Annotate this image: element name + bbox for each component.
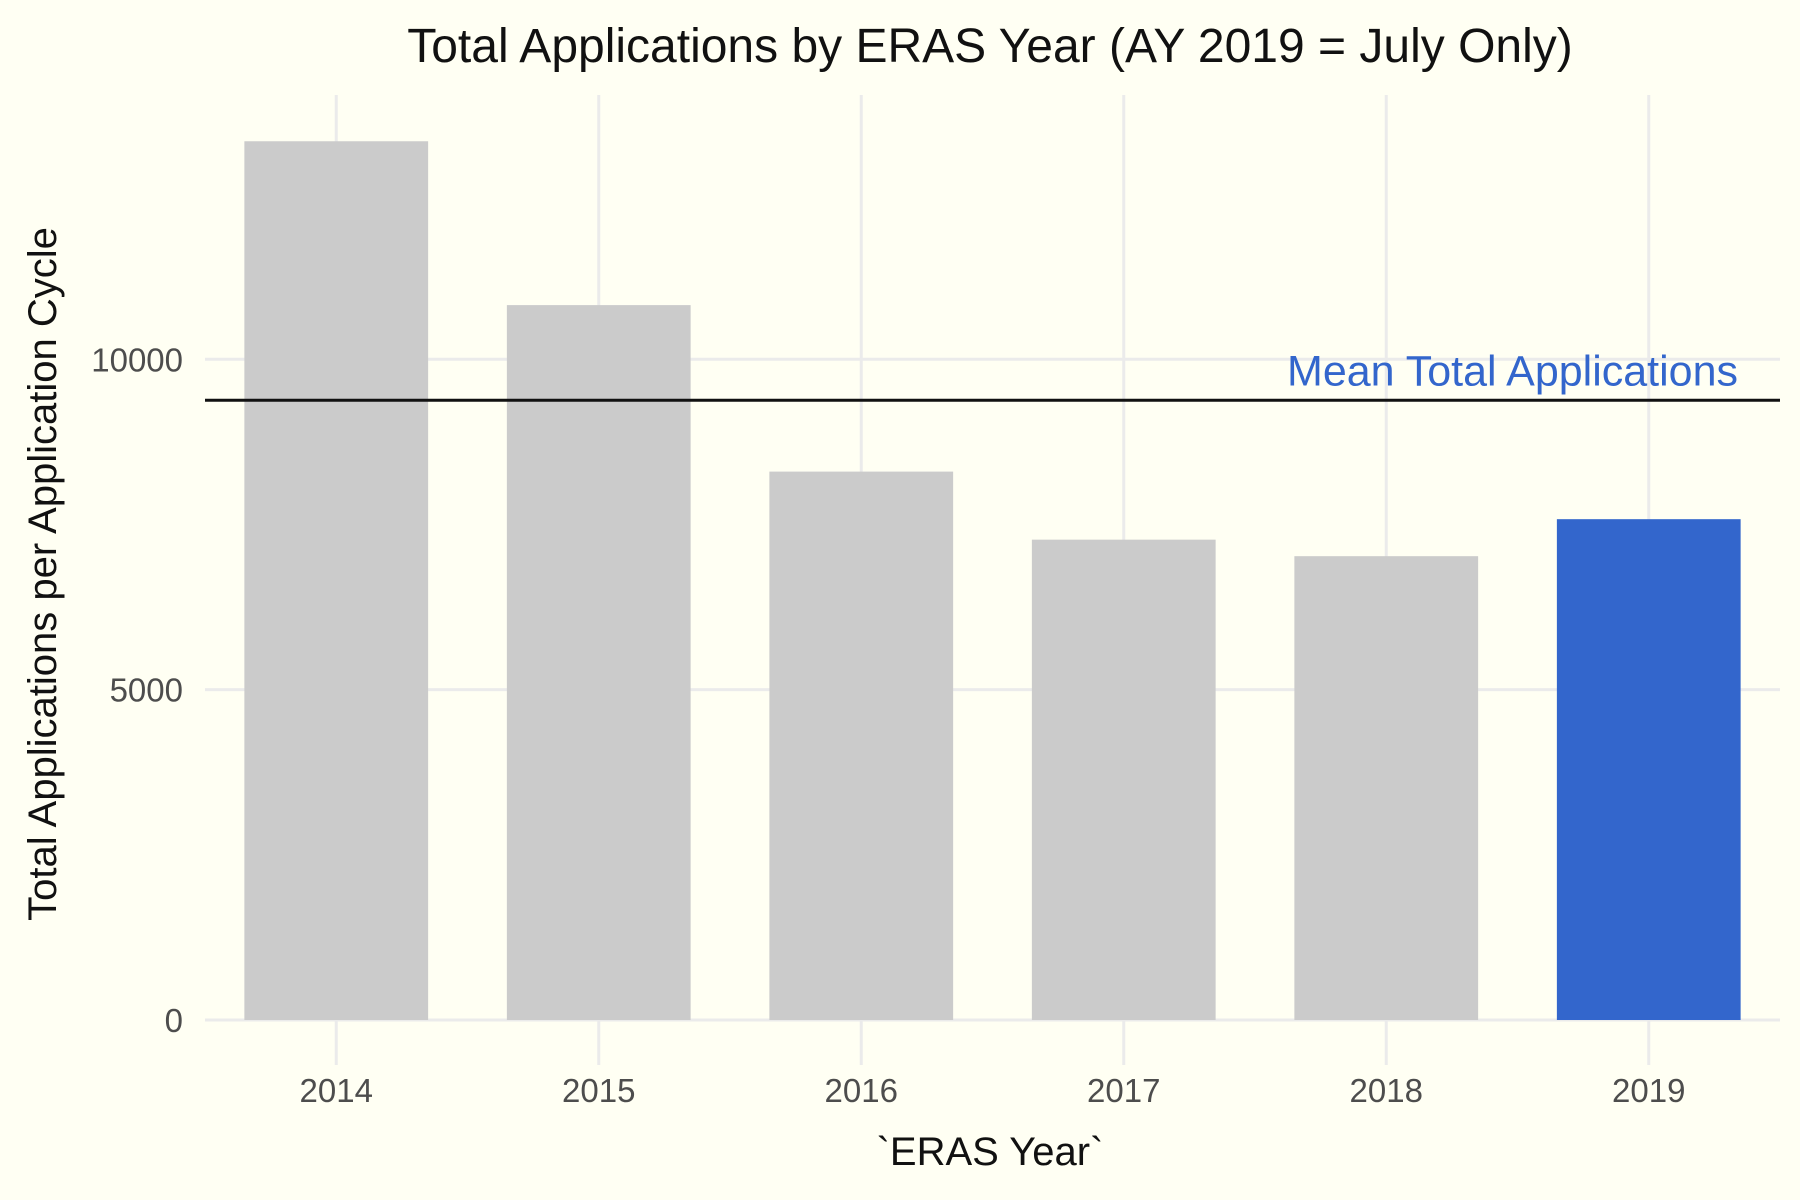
- x-tick-label-2016: 2016: [825, 1072, 898, 1109]
- x-tick-label-2014: 2014: [300, 1072, 373, 1109]
- bar-2017: [1031, 539, 1216, 1020]
- x-tick-label-2018: 2018: [1350, 1072, 1423, 1109]
- x-axis-title: `ERAS Year`: [877, 1130, 1104, 1174]
- chart-title: Total Applications by ERAS Year (AY 2019…: [407, 20, 1573, 73]
- x-tick-label-2019: 2019: [1612, 1072, 1685, 1109]
- y-tick-labels: 0 5000 10000: [91, 341, 183, 1039]
- y-axis-title: Total Applications per Application Cycle: [21, 227, 65, 921]
- y-tick-label-5000: 5000: [110, 672, 183, 709]
- y-tick-label-0: 0: [165, 1002, 183, 1039]
- bar-2016: [769, 471, 954, 1020]
- bar-2018: [1294, 556, 1479, 1020]
- horizontal-gridlines: [205, 357, 1780, 1022]
- x-tick-label-2017: 2017: [1087, 1072, 1160, 1109]
- x-tick-label-2015: 2015: [562, 1072, 635, 1109]
- bar-2019: [1556, 519, 1741, 1020]
- bars: [244, 141, 1741, 1020]
- mean-line-label: Mean Total Applications: [1287, 347, 1738, 395]
- bar-2014: [244, 141, 429, 1020]
- x-tick-labels: 2014 2015 2016 2017 2018 2019: [300, 1072, 1686, 1109]
- mean-line-group: Mean Total Applications: [205, 347, 1780, 402]
- y-tick-label-10000: 10000: [91, 341, 183, 378]
- bar-2015: [506, 305, 691, 1020]
